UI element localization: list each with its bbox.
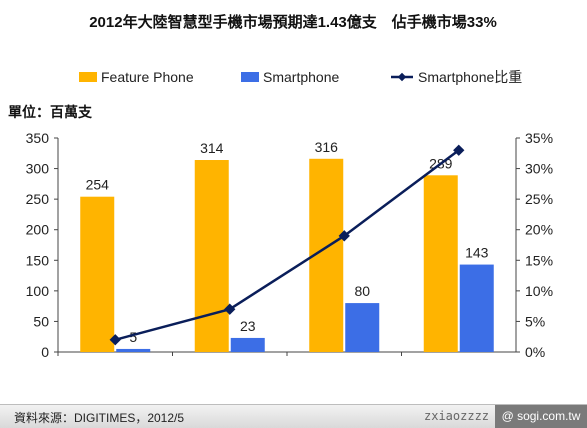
legend-label-feature-phone: Feature Phone [101,69,194,85]
bar-smartphone [116,348,151,352]
legend-swatch-smartphone [241,72,259,82]
unit-label: 單位：百萬支 [8,104,93,120]
bar-smartphone [230,337,265,352]
right-tick-label: 20% [525,222,553,238]
left-tick-label: 200 [26,222,50,238]
chart-title: 2012年大陸智慧型手機市場預期達1.43億支 佔手機市場33% [89,13,497,31]
data-label-smartphone: 5 [129,329,137,345]
data-label-smartphone: 80 [354,283,370,299]
footer-bar: 資料來源：DIGITIMES，2012/5 zxiaozzzz @ sogi.c… [0,404,587,428]
bar-feature-phone [80,196,115,352]
point-smartphone-share [453,144,465,156]
data-label-feature-phone: 316 [315,139,339,155]
right-tick-label: 25% [525,191,553,207]
line-smartphone-share [114,149,460,341]
legend-label-smartphone: Smartphone [263,69,339,85]
right-tick-label: 15% [525,252,553,268]
left-tick-label: 50 [33,313,49,329]
data-label-smartphone: 143 [465,245,489,261]
site-badge: @ sogi.com.tw [495,405,587,428]
legend: Feature Phone Smartphone Smartphone比重 [79,69,522,85]
legend-swatch-feature-phone [79,72,97,82]
right-tick-label: 10% [525,283,553,299]
legend-label-smartphone-share: Smartphone比重 [418,69,522,85]
right-tick-label: 5% [525,313,545,329]
left-tick-label: 250 [26,191,50,207]
data-label-smartphone: 23 [240,318,256,334]
right-tick-label: 30% [525,161,553,177]
bar-feature-phone [423,175,458,352]
left-tick-label: 0 [41,344,49,360]
point-smartphone-share [224,303,236,315]
right-tick-label: 0% [525,344,545,360]
legend-marker-smartphone-share [397,72,407,82]
bar-feature-phone [194,160,229,352]
data-label-feature-phone: 314 [200,140,224,156]
left-tick-label: 350 [26,130,50,146]
watermark-text: zxiaozzzz [424,409,490,423]
right-tick-label: 35% [525,130,553,146]
left-tick-label: 100 [26,283,50,299]
bar-smartphone [459,264,494,352]
left-tick-label: 300 [26,161,50,177]
bar-smartphone [345,303,380,352]
source-text: 資料來源：DIGITIMES，2012/5 [14,411,185,425]
left-tick-label: 150 [26,252,50,268]
data-label-feature-phone: 254 [86,177,110,193]
plot-area: 0 50 100 150 200 250 300 350 0% 5% 10% 15% 20% 25% 30%… [26,130,553,360]
chart: 2012年大陸智慧型手機市場預期達1.43億支 佔手機市場33% Feature… [8,13,553,360]
point-smartphone-share [338,230,350,242]
